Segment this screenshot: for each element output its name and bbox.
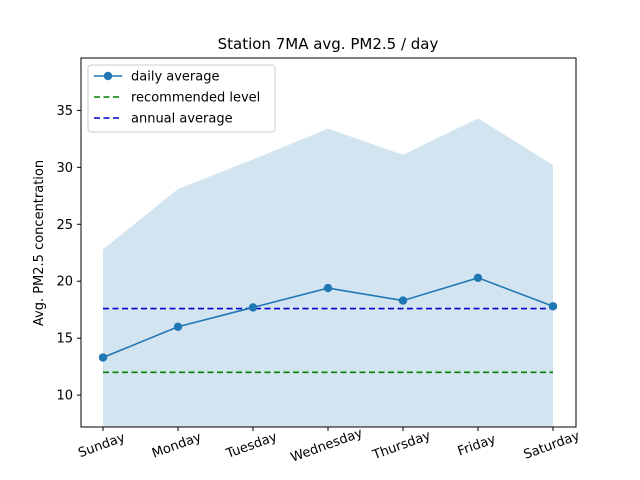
- legend-marker-daily-average: [103, 71, 113, 81]
- confidence-band-layer: [103, 118, 553, 427]
- legend-box: [87, 64, 276, 133]
- data-point-daily-average: [398, 296, 408, 305]
- data-point-daily-average: [473, 273, 483, 283]
- y-axis-label: Avg. PM2.5 concentration: [32, 160, 47, 326]
- series-layer: [98, 273, 558, 374]
- confidence-band: [103, 118, 553, 427]
- y-tick-label: 35: [56, 104, 73, 119]
- data-point-daily-average: [548, 302, 558, 311]
- data-point-daily-average: [323, 283, 333, 293]
- data-point-daily-average: [98, 353, 108, 362]
- y-tick-label: 15: [56, 332, 73, 347]
- y-tick-label: 20: [56, 275, 73, 290]
- legend-label-annual-average: annual average: [131, 112, 233, 127]
- data-point-daily-average: [248, 303, 258, 312]
- y-axis: 10 15 20 25 30 35: [56, 104, 81, 404]
- legend-items: daily average recommended level annual ave…: [94, 70, 260, 127]
- legend-label-recommended-level: recommended level: [131, 91, 260, 106]
- y-tick-label: 25: [56, 218, 73, 233]
- chart-title: Station 7MA avg. PM2.5 / day: [218, 35, 439, 53]
- y-tick-label: 10: [56, 389, 73, 404]
- legend: daily average recommended level annual ave…: [87, 64, 276, 133]
- y-tick-label: 30: [56, 161, 73, 176]
- legend-label-daily-average: daily average: [131, 70, 220, 85]
- data-point-daily-average: [173, 322, 183, 331]
